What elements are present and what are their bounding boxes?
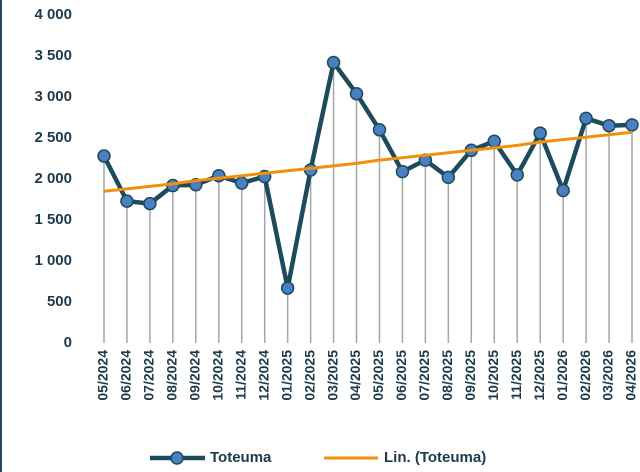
marker [533,126,547,140]
x-tick-label: 10/2025 [485,350,501,401]
legend-label: Toteuma [210,449,272,466]
x-tick-label: 06/2025 [393,350,409,401]
x-tick-label: 07/2025 [416,350,432,401]
marker [579,111,593,126]
marker [510,168,524,182]
x-tick-label: 08/2025 [439,350,455,401]
marker [97,149,111,163]
marker [143,196,157,211]
y-tick-label: 3 000 [34,88,72,105]
x-tick-label: 07/2024 [141,350,157,401]
x-tick-label: 08/2024 [164,350,180,401]
y-tick-label: 1 000 [34,252,72,269]
marker [326,55,341,70]
x-tick-label: 11/2024 [232,350,248,400]
marker [625,118,639,132]
marker [556,183,570,198]
marker [234,176,249,190]
marker [372,123,387,137]
marker [441,170,456,185]
y-tick-label: 2 000 [34,170,72,187]
y-tick-label: 4 000 [34,6,72,23]
x-tick-label: 01/2025 [278,350,294,401]
x-tick-label: 05/2025 [370,350,386,401]
y-tick-label: 500 [47,293,72,310]
series-line [101,60,633,291]
marker [280,281,295,295]
y-tick-label: 0 [64,334,72,351]
x-tick-label: 02/2026 [577,350,593,401]
x-tick-label: 09/2024 [187,350,203,401]
marker [602,118,616,133]
x-tick-label: 11/2025 [508,350,524,400]
marker [395,164,410,179]
marker [349,86,364,101]
marker [487,134,502,149]
y-tick-label: 3 500 [34,47,72,64]
series-line [103,130,633,193]
x-tick-label: 09/2025 [462,350,478,401]
marker [120,194,134,208]
x-tick-label: 03/2025 [324,350,340,401]
legend-label: Lin. (Toteuma) [384,449,486,466]
left-border [0,0,2,472]
x-tick-label: 05/2024 [95,350,111,401]
x-tick-label: 04/2026 [623,350,639,401]
x-tick-label: 01/2026 [554,350,570,401]
y-tick-label: 2 500 [34,129,72,146]
x-tick-label: 03/2026 [600,350,616,401]
x-tick-label: 10/2024 [209,350,225,401]
x-tick-label: 12/2025 [531,350,547,401]
x-tick-label: 12/2024 [255,350,271,401]
y-tick-label: 1 500 [34,211,72,228]
x-tick-label: 06/2024 [118,350,134,401]
x-tick-label: 02/2025 [301,350,317,401]
legend-marker [170,451,184,465]
x-tick-label: 04/2025 [347,350,363,401]
